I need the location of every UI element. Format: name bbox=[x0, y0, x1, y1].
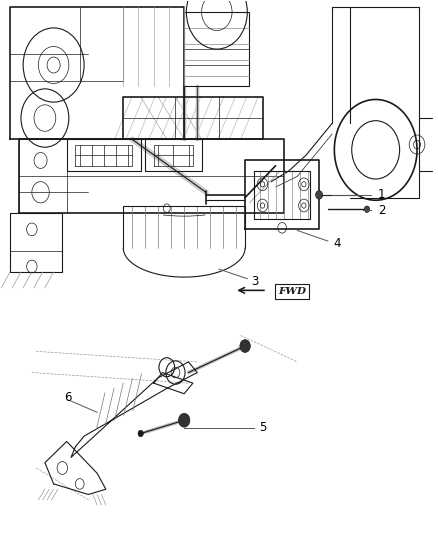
Circle shape bbox=[138, 430, 143, 437]
Bar bbox=[184, 12, 250, 86]
Circle shape bbox=[316, 191, 322, 199]
Text: FWD: FWD bbox=[278, 287, 306, 296]
Circle shape bbox=[179, 414, 190, 427]
Text: 3: 3 bbox=[252, 275, 259, 288]
Text: 2: 2 bbox=[378, 204, 385, 217]
Circle shape bbox=[364, 206, 370, 213]
Text: 4: 4 bbox=[333, 237, 340, 250]
Text: 1: 1 bbox=[378, 189, 385, 201]
Text: 5: 5 bbox=[259, 421, 266, 434]
Circle shape bbox=[240, 340, 251, 352]
Text: 6: 6 bbox=[64, 391, 71, 404]
